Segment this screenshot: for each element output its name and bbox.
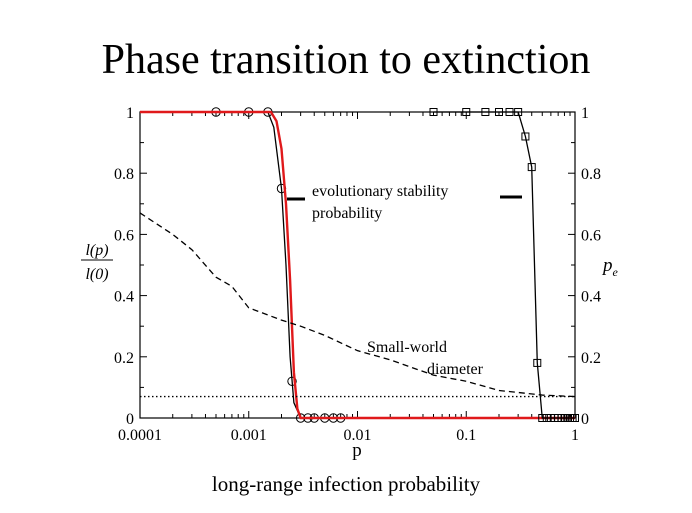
x-tick-label: 0.001: [231, 427, 267, 444]
data-point-pe_squares: [521, 132, 530, 141]
data-point-pe_squares: [538, 414, 547, 422]
y-left-tick-label: 0.2: [114, 350, 134, 367]
y-left-tick-label: 0.8: [114, 166, 134, 183]
right-axis-label-subscript: e: [613, 265, 619, 279]
x-tick-label: 1: [571, 427, 579, 444]
y-right-tick-label: 0.8: [581, 166, 601, 183]
y-right-tick-label: 0.2: [581, 350, 601, 367]
small-world-annotation-line1: Small-world: [367, 339, 447, 356]
right-axis-label-base: p: [601, 255, 613, 276]
x-tick-label: 0.1: [456, 427, 476, 444]
x-axis-caption: long-range infection probability: [211, 472, 481, 496]
x-tick-label: 0.01: [344, 427, 372, 444]
slide-title: Phase transition to extinction: [101, 37, 591, 83]
data-point-pe_squares: [429, 108, 438, 116]
series-line-small_world_diameter: [139, 212, 576, 398]
small-world-annotation-line2: diameter: [427, 361, 484, 378]
series-line-pe_squares: [433, 111, 575, 419]
data-point-pe_squares: [542, 414, 551, 422]
data-point-pe_squares: [494, 108, 503, 116]
y-axis-label-numerator: l(p): [85, 242, 108, 259]
y-right-tick-label: 0.4: [581, 289, 601, 306]
y-left-tick-label: 0: [126, 411, 134, 428]
data-point-pe_squares: [533, 358, 542, 367]
y-right-tick-label: 0.6: [581, 227, 601, 244]
y-left-tick-label: 1: [126, 105, 134, 122]
data-point-pe_squares: [481, 108, 490, 116]
x-axis-label: p: [352, 440, 362, 461]
data-point-pe_squares: [462, 108, 471, 116]
stability-annotation-line2: probability: [312, 205, 382, 222]
data-point-pe_squares: [505, 108, 514, 116]
data-point-pe_squares: [514, 108, 523, 116]
x-tick-label: 0.0001: [118, 427, 162, 444]
data-point-pe_squares: [527, 163, 536, 172]
y-left-tick-label: 0.6: [114, 227, 134, 244]
data-point-lp_circles: [287, 376, 297, 386]
data-point-pe_squares: [571, 414, 579, 422]
right-axis-label: pe: [601, 255, 619, 279]
y-axis-label-denominator: l(0): [85, 266, 108, 283]
y-left-tick-label: 0.4: [114, 289, 134, 306]
y-right-tick-label: 0: [581, 411, 589, 428]
y-right-tick-label: 1: [581, 105, 589, 122]
series-line-lp_fit: [140, 110, 575, 420]
stability-annotation-line1: evolutionary stability: [312, 183, 448, 200]
